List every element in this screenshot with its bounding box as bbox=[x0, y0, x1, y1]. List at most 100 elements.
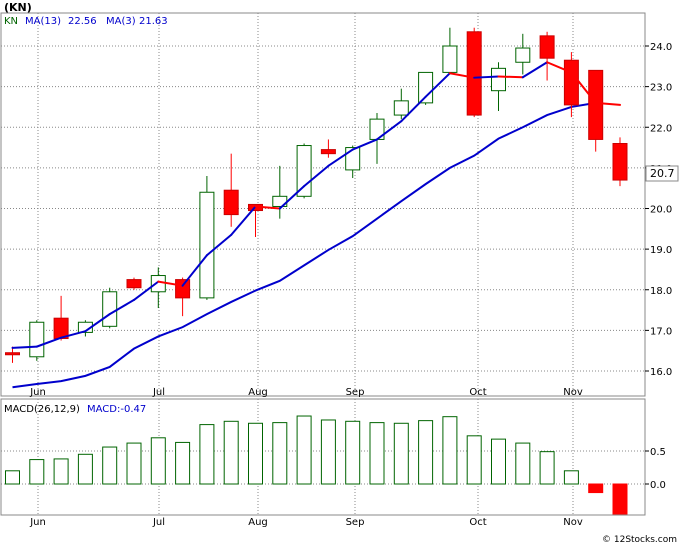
macd-bar bbox=[77, 453, 93, 485]
price-y-tick-label: 24.0 bbox=[650, 42, 672, 53]
macd-x-tick-label: Aug bbox=[248, 517, 268, 528]
price-y-tick-label: 16.0 bbox=[650, 367, 672, 378]
candle-body bbox=[345, 147, 361, 171]
candle-body bbox=[393, 100, 409, 116]
last-price-tag-box bbox=[645, 165, 679, 182]
ma3-line-segment bbox=[84, 313, 111, 333]
last-price-tag: 20.7 bbox=[650, 167, 675, 180]
candle-body bbox=[588, 69, 604, 140]
candle-body bbox=[175, 279, 191, 299]
macd-bar bbox=[296, 415, 312, 485]
ma3-line-segment bbox=[570, 71, 597, 104]
ma3-line-segment bbox=[157, 280, 184, 287]
macd-bars bbox=[5, 415, 628, 516]
candle-body bbox=[126, 279, 142, 289]
macd-bar bbox=[223, 420, 239, 485]
ma3-line-segment bbox=[230, 205, 257, 236]
candle bbox=[515, 33, 531, 75]
price-panel-border bbox=[0, 12, 646, 397]
price-y-tick-label: 17.0 bbox=[650, 326, 672, 337]
macd-bar bbox=[53, 458, 69, 485]
ma3-line-segment bbox=[521, 61, 549, 79]
ma3-line-segment bbox=[60, 330, 87, 339]
candle bbox=[29, 320, 45, 361]
ma3-line-segment bbox=[303, 164, 330, 188]
candle bbox=[612, 137, 628, 187]
footer-credit: © 12Stocks.com bbox=[602, 535, 677, 545]
macd-x-tick-label: Nov bbox=[563, 517, 583, 528]
macd-bar bbox=[199, 424, 215, 485]
ma3-line-layer bbox=[11, 61, 621, 349]
macd-x-tick-label: Oct bbox=[469, 517, 486, 528]
macd-bar bbox=[515, 442, 531, 485]
macd-bar bbox=[248, 422, 263, 485]
ma3-line-segment bbox=[473, 75, 500, 79]
candle-body bbox=[223, 189, 239, 216]
candle bbox=[272, 165, 288, 219]
candle bbox=[150, 267, 166, 309]
price-y-tick-label: 23.0 bbox=[650, 83, 672, 94]
legend-ma3-value: 21.63 bbox=[139, 16, 168, 27]
candle-body bbox=[296, 145, 312, 197]
ma3-line-segment bbox=[205, 233, 233, 257]
ma3-line-segment bbox=[400, 95, 427, 123]
candle-body bbox=[320, 149, 336, 155]
macd-bar bbox=[539, 451, 555, 485]
price-x-tick-label: Nov bbox=[563, 387, 583, 398]
candle-body bbox=[612, 143, 628, 181]
macd-bar bbox=[563, 470, 579, 485]
candle-body bbox=[563, 59, 579, 106]
macd-bar bbox=[491, 438, 506, 485]
chart-title: (KN) bbox=[4, 1, 32, 14]
macd-x-tick-label: Sep bbox=[346, 517, 365, 528]
ma13-line-layer bbox=[12, 101, 596, 389]
candle bbox=[223, 153, 239, 227]
price-y-tick-label: 20.0 bbox=[650, 205, 672, 216]
macd-bar bbox=[466, 435, 482, 485]
price-y-tick-label: 19.0 bbox=[650, 245, 672, 256]
price-y-tick-label: 22.0 bbox=[650, 123, 672, 134]
ma3-line-segment bbox=[181, 254, 208, 287]
macd-bar bbox=[418, 420, 434, 485]
ma3-line-segment bbox=[327, 148, 354, 167]
price-x-tick-label: Jul bbox=[152, 387, 165, 398]
candle-body bbox=[5, 352, 20, 356]
candle-body bbox=[539, 35, 555, 59]
candle-body bbox=[150, 275, 166, 293]
ma13-line bbox=[12, 101, 596, 389]
candle bbox=[199, 176, 215, 300]
candle bbox=[320, 139, 336, 158]
macd-y-tick-label: 0.5 bbox=[650, 447, 666, 458]
ma3-line-segment bbox=[546, 61, 573, 74]
macd-bar bbox=[369, 422, 385, 485]
ma3-line-segment bbox=[108, 298, 135, 316]
macd-y-tick-label: 0.0 bbox=[650, 480, 666, 491]
legend-ma13-label: MA(13) bbox=[25, 16, 61, 27]
macd-x-tick-label: Jul bbox=[152, 517, 165, 528]
ma3-line-segment bbox=[351, 138, 378, 151]
macd-legend-label: MACD(26,12,9) bbox=[4, 404, 80, 415]
candle bbox=[442, 27, 458, 75]
candles bbox=[5, 27, 628, 363]
ma3-line-segment bbox=[594, 101, 621, 106]
macd-bar bbox=[272, 422, 288, 485]
price-x-tick-label: Jun bbox=[29, 387, 46, 398]
candle-body bbox=[491, 67, 506, 92]
macd-bar bbox=[612, 483, 628, 516]
macd-bar bbox=[393, 422, 409, 485]
candle-body bbox=[466, 31, 482, 116]
candle bbox=[102, 287, 118, 329]
macd-bar bbox=[126, 442, 142, 485]
legend-kn: KN bbox=[4, 16, 18, 27]
price-x-tick-label: Aug bbox=[248, 387, 268, 398]
candle-body bbox=[29, 321, 45, 358]
candle bbox=[345, 145, 361, 179]
macd-bar bbox=[588, 483, 604, 494]
candle bbox=[539, 31, 555, 81]
ma3-line-segment bbox=[133, 280, 160, 301]
macd-bar bbox=[102, 446, 118, 485]
candle bbox=[418, 71, 434, 105]
candle bbox=[563, 52, 579, 118]
